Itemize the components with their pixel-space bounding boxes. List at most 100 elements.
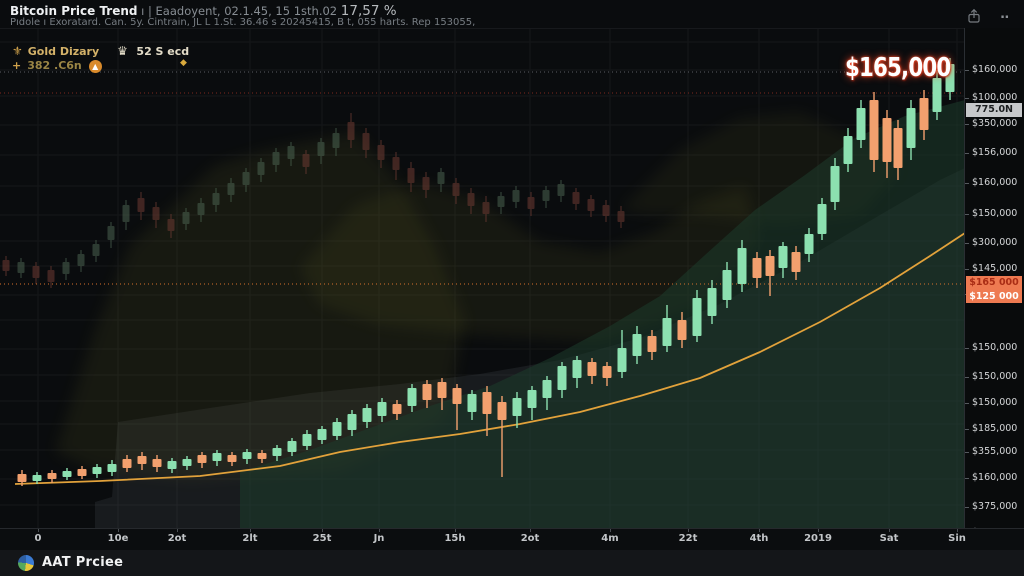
- candle: [722, 262, 732, 308]
- candle: [107, 460, 117, 476]
- candle: [107, 222, 115, 248]
- time-label: 4th: [749, 533, 769, 544]
- candle: [287, 142, 295, 166]
- green-cloud: [240, 100, 965, 530]
- brand-logo-icon: [18, 555, 34, 571]
- title-percent: 17,57 %: [340, 3, 397, 19]
- time-tick: [530, 529, 531, 532]
- candle: [302, 430, 312, 450]
- time-label: 2ot: [520, 533, 540, 544]
- candle: [152, 202, 160, 228]
- footer-bar: AAT Prciee: [0, 550, 1024, 576]
- price-label: $150,000: [972, 371, 1018, 382]
- title-meta: ı | Eaadoyent, 02.1.45, 15 1sth.02: [141, 4, 338, 18]
- price-callout: $165,000: [845, 53, 951, 83]
- candle: [512, 186, 520, 208]
- time-label: 2ot: [167, 533, 187, 544]
- time-label: Jn: [373, 533, 385, 544]
- candle: [467, 390, 477, 420]
- time-tick: [118, 529, 119, 532]
- time-tick: [759, 529, 760, 532]
- candle: [332, 418, 342, 440]
- alert-price-line2: $125 000: [969, 290, 1019, 302]
- time-label: 4m: [601, 533, 619, 544]
- candle: [437, 168, 445, 192]
- candle: [137, 452, 147, 470]
- price-label: $350,000: [972, 118, 1018, 129]
- legend-item-seed[interactable]: 52 S ecd: [136, 45, 190, 58]
- candle: [242, 168, 250, 192]
- price-label: $150,000: [972, 397, 1018, 408]
- candle: [227, 452, 237, 466]
- legend-item-count[interactable]: 382 .C6n: [27, 59, 82, 72]
- candle: [32, 262, 40, 284]
- price-tick: [965, 243, 969, 244]
- time-label: 0: [34, 533, 42, 544]
- time-tick: [177, 529, 178, 532]
- candle: [332, 128, 340, 156]
- candle: [362, 128, 370, 158]
- ghost-candles-layer: [2, 113, 625, 288]
- time-label: 22t: [678, 533, 698, 544]
- price-tick: [965, 70, 969, 71]
- candle: [467, 188, 475, 214]
- candle: [407, 162, 415, 192]
- plus-icon: +: [12, 59, 22, 72]
- candle: [122, 200, 130, 230]
- time-tick: [379, 529, 380, 532]
- candle: [392, 400, 402, 420]
- candle: [452, 178, 460, 204]
- candle: [919, 90, 929, 140]
- candle: [791, 246, 801, 280]
- candle: [182, 456, 192, 470]
- candle: [945, 58, 955, 100]
- time-tick: [818, 529, 819, 532]
- time-label: Sin: [948, 533, 966, 544]
- olive-wisp-2: [300, 182, 760, 342]
- price-label: $160,000: [972, 177, 1018, 188]
- candle: [587, 358, 597, 384]
- candle: [437, 378, 447, 410]
- candle: [92, 240, 100, 262]
- time-label: 15h: [444, 533, 466, 544]
- candle: [587, 195, 595, 217]
- candle: [212, 188, 220, 212]
- candle: [212, 450, 222, 466]
- price-label: $145,000: [972, 263, 1018, 274]
- more-menu-button[interactable]: ‥: [1000, 7, 1010, 22]
- candle: [347, 410, 357, 436]
- candle: [347, 113, 355, 148]
- share-export-button[interactable]: [966, 8, 982, 24]
- time-axis[interactable]: 0 10e 2ot 2lt 25t Jn 15h 2ot 4m 22t 4th 2019 Sat Sin: [0, 528, 1024, 552]
- candle: [362, 404, 372, 428]
- candle: [272, 148, 280, 172]
- candle: [302, 150, 310, 174]
- candle: [882, 110, 892, 178]
- candle: [227, 178, 235, 202]
- time-label: 25t: [312, 533, 332, 544]
- candle: [893, 120, 903, 180]
- candle: [602, 200, 610, 222]
- toolbar: ‥: [952, 6, 1012, 26]
- candle: [765, 250, 775, 296]
- time-tick: [455, 529, 456, 532]
- price-axis[interactable]: $160,000 $100,000 $350,000 $156,000 $160,000…: [964, 28, 1024, 549]
- price-label: $375,000: [972, 501, 1018, 512]
- price-tick: [965, 183, 969, 184]
- candle: [167, 214, 175, 238]
- up-arrow-badge-icon: ▲: [88, 59, 102, 73]
- candle: [647, 330, 657, 360]
- candle: [482, 196, 490, 222]
- price-label: $160,000: [972, 472, 1018, 483]
- time-tick: [322, 529, 323, 532]
- candle: [572, 356, 582, 388]
- price-tick: [965, 507, 969, 508]
- price-tick: [965, 153, 969, 154]
- candle: [906, 100, 916, 160]
- legend-item-gold-dizary[interactable]: Gold Dizary: [27, 45, 100, 58]
- price-tick: [965, 98, 969, 99]
- time-label: 10e: [107, 533, 129, 544]
- candle: [167, 458, 177, 473]
- flag-marker-icon: ◆: [180, 58, 187, 68]
